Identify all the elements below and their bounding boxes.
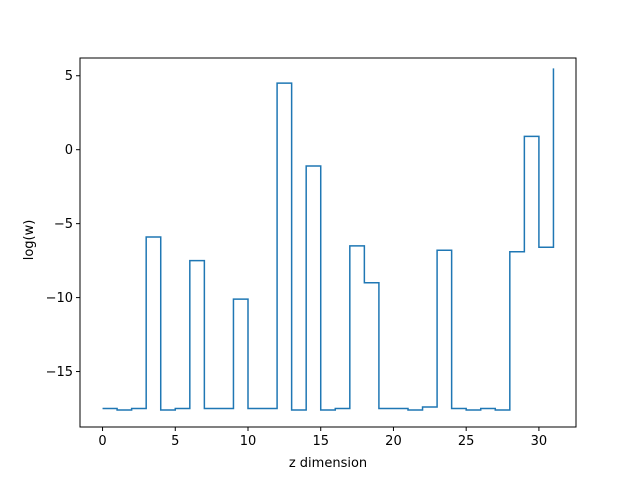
x-tick-label: 0	[98, 434, 106, 449]
x-tick-label: 15	[312, 434, 329, 449]
axes-frame	[79, 57, 577, 428]
y-axis: −15 −10 −5 0 5	[46, 69, 80, 380]
x-axis-label: z dimension	[289, 456, 367, 471]
x-tick-label: 20	[385, 434, 402, 449]
x-tick-label: 10	[240, 434, 257, 449]
y-tick-label: −5	[54, 217, 73, 232]
y-tick-label: 5	[65, 69, 73, 84]
y-axis-label: log(w)	[22, 220, 37, 261]
x-tick-label: 25	[458, 434, 475, 449]
y-tick-label: 0	[65, 143, 73, 158]
x-tick-label: 5	[171, 434, 179, 449]
plot-area	[102, 68, 555, 411]
x-tick-label: 30	[531, 434, 548, 449]
y-tick-label: −10	[46, 291, 73, 306]
x-axis: 0 5 10 15 20 25 30	[98, 427, 547, 449]
series-line	[102, 68, 555, 411]
y-tick-label: −15	[46, 365, 73, 380]
